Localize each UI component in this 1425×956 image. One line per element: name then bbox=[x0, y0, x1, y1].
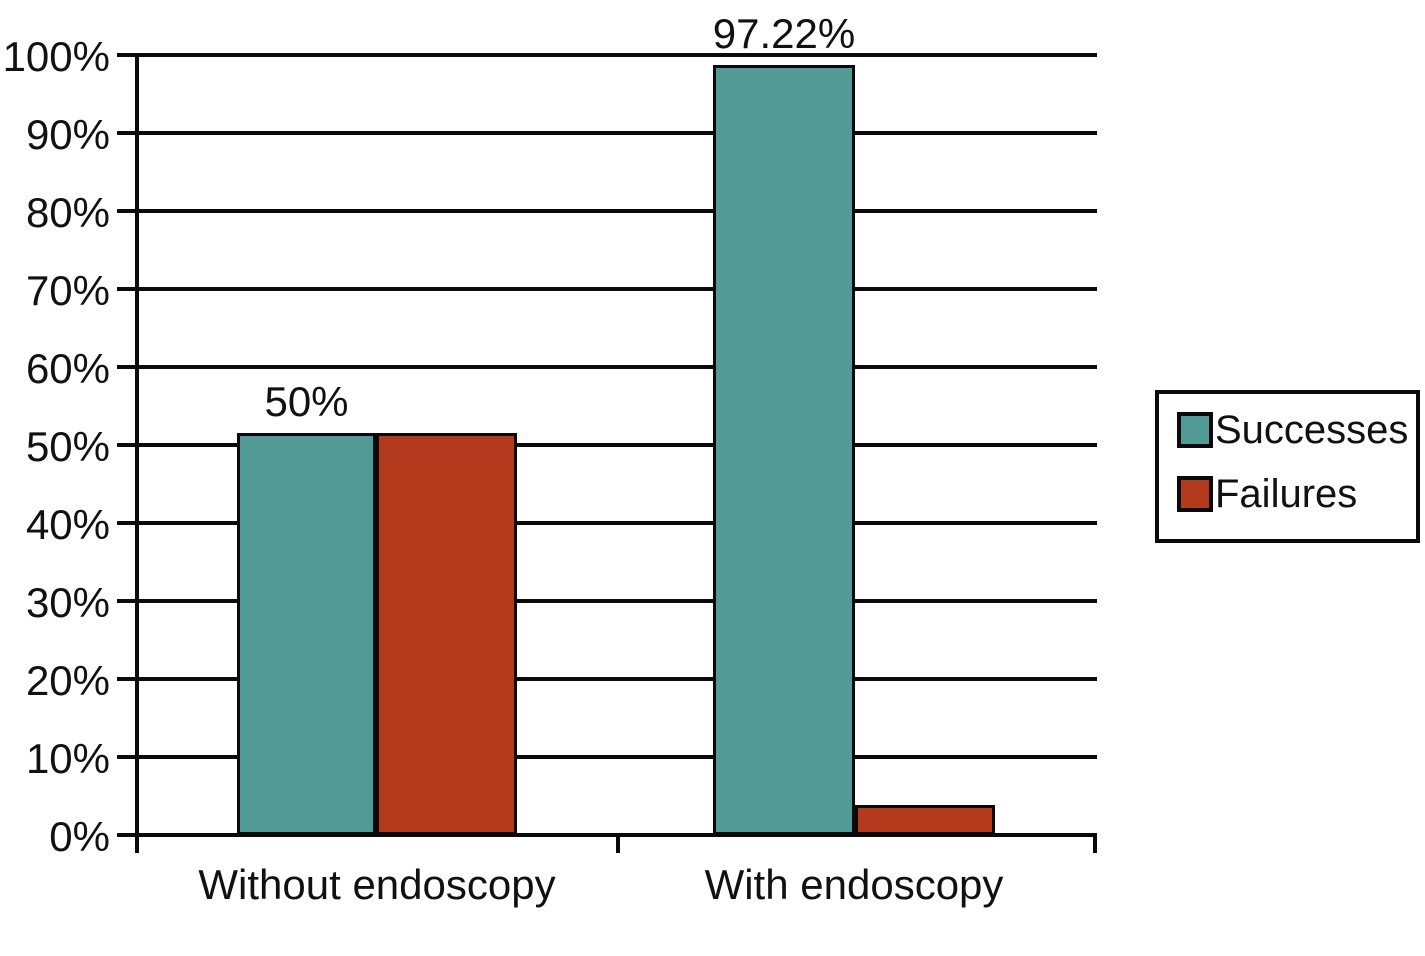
legend-label-failures: Failures bbox=[1215, 472, 1358, 516]
legend-swatch-successes bbox=[1177, 412, 1213, 448]
y-tick-label: 50% bbox=[25, 423, 110, 470]
grid-line bbox=[117, 443, 1097, 447]
legend-swatch-failures bbox=[1177, 476, 1213, 512]
grid-line bbox=[117, 365, 1097, 369]
y-tick-label: 80% bbox=[25, 189, 110, 236]
grid-line bbox=[117, 677, 1097, 681]
bar-successes-with-endoscopy bbox=[713, 65, 855, 835]
y-axis-line bbox=[135, 55, 139, 853]
plot-area: 0% 10% 20% 30% 40% 50% 60% 70% 80% 90% 100% 50% 97.2… bbox=[3, 10, 1097, 908]
y-tick-label: 90% bbox=[25, 111, 110, 158]
grid-line bbox=[117, 209, 1097, 213]
category-label-with-endoscopy: With endoscopy bbox=[704, 861, 1004, 908]
grid-line bbox=[117, 755, 1097, 759]
x-axis-tick bbox=[616, 835, 620, 853]
y-tick-label: 40% bbox=[25, 501, 110, 548]
grid-line bbox=[117, 833, 1097, 837]
legend-label-successes: Successes bbox=[1215, 408, 1409, 452]
grid-line bbox=[117, 53, 1097, 57]
x-axis-tick bbox=[1093, 835, 1097, 853]
y-tick-label: 30% bbox=[25, 579, 110, 626]
legend-item-failures: Failures bbox=[1177, 472, 1416, 516]
y-tick-label: 10% bbox=[25, 735, 110, 782]
y-tick-label: 70% bbox=[25, 267, 110, 314]
bar-failures-without-endoscopy bbox=[376, 433, 517, 835]
legend: Successes Failures bbox=[1155, 390, 1420, 543]
y-tick-label: 0% bbox=[49, 813, 110, 860]
y-tick-label: 20% bbox=[25, 657, 110, 704]
bar-failures-with-endoscopy bbox=[855, 805, 995, 835]
legend-item-successes: Successes bbox=[1177, 408, 1416, 452]
grid-line bbox=[117, 287, 1097, 291]
grid-line bbox=[117, 521, 1097, 525]
grid-line bbox=[117, 131, 1097, 135]
y-tick-label: 100% bbox=[2, 33, 110, 80]
grid-line bbox=[117, 599, 1097, 603]
bar-successes-without-endoscopy bbox=[237, 433, 376, 835]
bar-value-label: 50% bbox=[264, 378, 349, 425]
bar-value-label: 97.22% bbox=[712, 10, 856, 57]
category-label-without-endoscopy: Without endoscopy bbox=[198, 861, 556, 908]
y-tick-label: 60% bbox=[25, 345, 110, 392]
